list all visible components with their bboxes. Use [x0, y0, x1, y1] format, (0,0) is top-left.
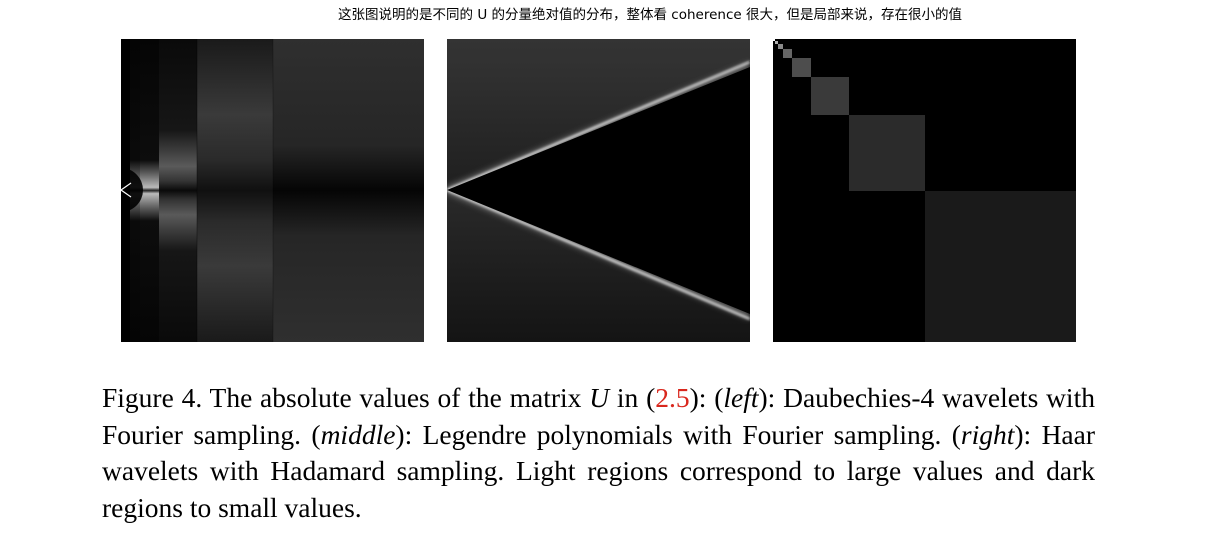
- middle-desc: Legendre polynomials with Fourier sampli…: [422, 418, 942, 450]
- middle-label: middle: [320, 418, 396, 450]
- caption-in-word: in: [616, 382, 639, 413]
- panel-right-haar: [773, 39, 1076, 342]
- left-desc: Daubechies-4 wavelets with Fourier sampl…: [102, 382, 1095, 450]
- figure-caption: Figure 4. The absolute values of the mat…: [102, 382, 1095, 523]
- caption-closing: Light regions correspond to large values…: [102, 455, 1095, 523]
- matrix-symbol: U: [589, 382, 610, 413]
- caption-intro: The absolute values of the matrix: [209, 382, 582, 413]
- haar-heatmap: [773, 39, 1076, 342]
- panel-middle-legendre: [447, 39, 750, 342]
- right-label: right: [960, 418, 1015, 450]
- legendre-heatmap: [447, 39, 750, 342]
- panel-left-daubechies: [121, 39, 424, 342]
- equation-ref-link[interactable]: 2.5: [655, 382, 690, 413]
- chinese-annotation: 这张图说明的是不同的 U 的分量绝对值的分布，整体看 coherence 很大，…: [338, 7, 962, 23]
- left-label: left: [723, 382, 759, 413]
- daubechies-heatmap: [121, 39, 424, 342]
- right-desc: Haar wavelets with Hadamard sampling.: [102, 418, 1095, 487]
- figure-label: Figure 4.: [102, 382, 203, 413]
